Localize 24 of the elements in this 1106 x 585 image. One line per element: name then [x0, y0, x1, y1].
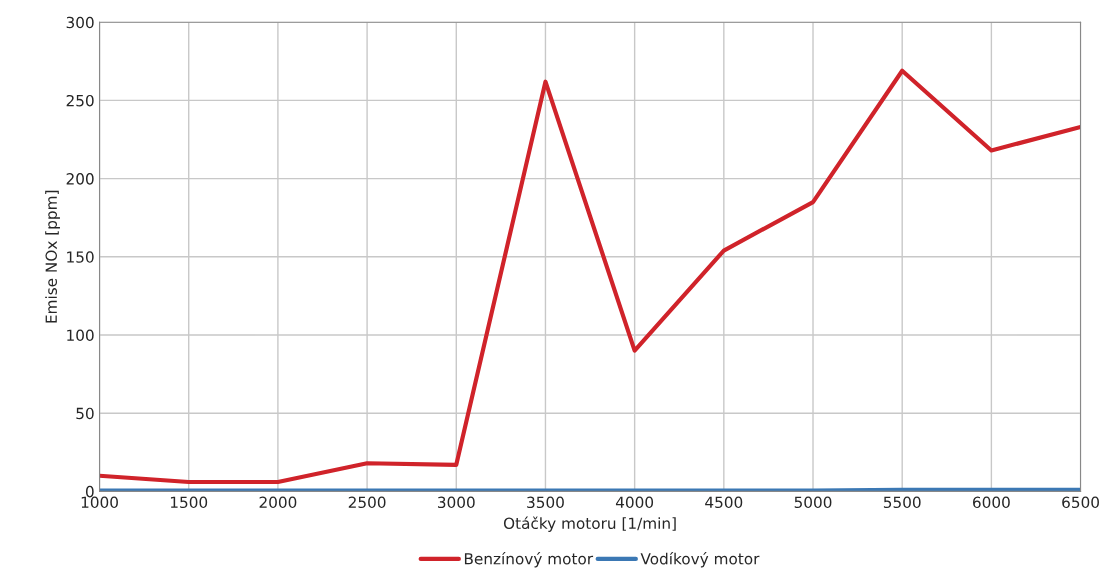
- x-tick-label: 5000: [794, 496, 832, 509]
- x-tick-label: 5500: [883, 496, 921, 509]
- x-tick-label: 2500: [348, 496, 386, 509]
- x-tick-label: 2000: [259, 496, 297, 509]
- y-tick-label: 200: [66, 173, 94, 185]
- y-tick-label: 300: [66, 16, 94, 29]
- y-tick-label: 250: [66, 94, 94, 107]
- x-tick-label: 3000: [438, 496, 475, 509]
- legend-label: Benzínový motor: [464, 552, 594, 568]
- x-axis-title: Otáčky motoru [1/min]: [503, 516, 676, 532]
- y-tick-label: 150: [67, 251, 94, 263]
- x-tick-label: 1500: [170, 496, 208, 509]
- x-tick-label: 3500: [527, 496, 564, 509]
- legend-label: Vodíkový motor: [640, 552, 760, 568]
- y-tick-label: 100: [67, 329, 94, 342]
- x-tick-label: 6500: [1062, 496, 1099, 509]
- x-tick-label: 4500: [705, 496, 743, 509]
- y-tick-label: 0: [85, 485, 94, 498]
- x-tick-label: 4000: [615, 496, 654, 509]
- x-tick-label: 1000: [81, 496, 118, 509]
- line-series: [99, 68, 1081, 485]
- y-axis-title: Emise NOx [ppm]: [45, 190, 60, 323]
- y-tick-label: 50: [76, 407, 94, 420]
- x-tick-label: 6000: [973, 496, 1010, 509]
